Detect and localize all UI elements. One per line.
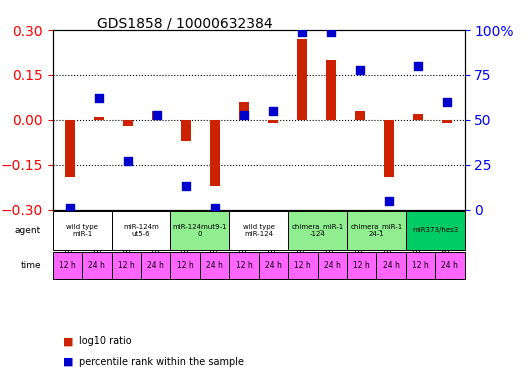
Text: 24 h: 24 h — [441, 261, 458, 270]
Text: 12 h: 12 h — [353, 261, 370, 270]
FancyBboxPatch shape — [288, 211, 347, 250]
Text: 24 h: 24 h — [324, 261, 341, 270]
Text: 24 h: 24 h — [265, 261, 282, 270]
Text: 24 h: 24 h — [383, 261, 400, 270]
Bar — [355, 111, 365, 120]
Bar — [326, 60, 336, 120]
Text: 12 h: 12 h — [177, 261, 194, 270]
Point — [153, 111, 162, 117]
Bar — [65, 120, 76, 177]
Text: chimera_miR-1
-124: chimera_miR-1 -124 — [291, 224, 344, 237]
Text: ■: ■ — [63, 336, 74, 346]
Bar — [413, 114, 423, 120]
Text: 12 h: 12 h — [295, 261, 311, 270]
FancyBboxPatch shape — [435, 252, 465, 279]
Bar — [123, 120, 133, 126]
Text: miR373/hes3: miR373/hes3 — [412, 227, 458, 233]
FancyBboxPatch shape — [406, 252, 435, 279]
Point — [327, 29, 335, 35]
Text: 12 h: 12 h — [235, 261, 252, 270]
Text: wild type
miR-1: wild type miR-1 — [67, 224, 98, 237]
Text: wild type
miR-124: wild type miR-124 — [243, 224, 275, 237]
FancyBboxPatch shape — [229, 252, 259, 279]
Bar — [94, 117, 105, 120]
Text: 24 h: 24 h — [206, 261, 223, 270]
Bar — [297, 39, 307, 120]
Text: percentile rank within the sample: percentile rank within the sample — [79, 357, 244, 367]
FancyBboxPatch shape — [82, 252, 111, 279]
Point — [356, 67, 364, 73]
Text: time: time — [21, 261, 41, 270]
FancyBboxPatch shape — [259, 252, 288, 279]
FancyBboxPatch shape — [229, 211, 288, 250]
FancyBboxPatch shape — [317, 252, 347, 279]
FancyBboxPatch shape — [376, 252, 406, 279]
Point — [443, 99, 451, 105]
FancyBboxPatch shape — [347, 211, 406, 250]
Bar — [442, 120, 452, 123]
Text: 24 h: 24 h — [89, 261, 106, 270]
Text: miR-124mut9-1
0: miR-124mut9-1 0 — [173, 224, 227, 237]
FancyBboxPatch shape — [406, 211, 465, 250]
Point — [414, 63, 422, 69]
Point — [269, 108, 277, 114]
FancyBboxPatch shape — [111, 252, 141, 279]
FancyBboxPatch shape — [200, 252, 229, 279]
Text: log10 ratio: log10 ratio — [79, 336, 132, 346]
FancyBboxPatch shape — [171, 252, 200, 279]
Point — [182, 183, 191, 189]
Bar — [239, 102, 249, 120]
FancyBboxPatch shape — [288, 252, 317, 279]
Bar — [181, 120, 191, 141]
Bar — [210, 120, 220, 186]
Point — [124, 158, 133, 164]
Point — [211, 205, 220, 211]
Point — [240, 111, 249, 117]
FancyBboxPatch shape — [53, 252, 82, 279]
FancyBboxPatch shape — [347, 252, 376, 279]
FancyBboxPatch shape — [141, 252, 171, 279]
Text: 12 h: 12 h — [59, 261, 76, 270]
Text: chimera_miR-1
24-1: chimera_miR-1 24-1 — [350, 224, 402, 237]
Text: 12 h: 12 h — [412, 261, 429, 270]
Point — [385, 198, 393, 204]
Bar — [152, 111, 162, 120]
Point — [66, 205, 74, 211]
FancyBboxPatch shape — [171, 211, 229, 250]
Point — [298, 29, 306, 35]
Text: miR-124m
ut5-6: miR-124m ut5-6 — [123, 224, 159, 237]
Text: agent: agent — [15, 226, 41, 235]
Text: ■: ■ — [63, 357, 74, 367]
Point — [95, 95, 103, 101]
Text: 12 h: 12 h — [118, 261, 135, 270]
Bar — [384, 120, 394, 177]
FancyBboxPatch shape — [53, 211, 111, 250]
Text: 24 h: 24 h — [147, 261, 164, 270]
FancyBboxPatch shape — [111, 211, 171, 250]
Text: GDS1858 / 10000632384: GDS1858 / 10000632384 — [97, 17, 272, 31]
Bar — [268, 120, 278, 123]
